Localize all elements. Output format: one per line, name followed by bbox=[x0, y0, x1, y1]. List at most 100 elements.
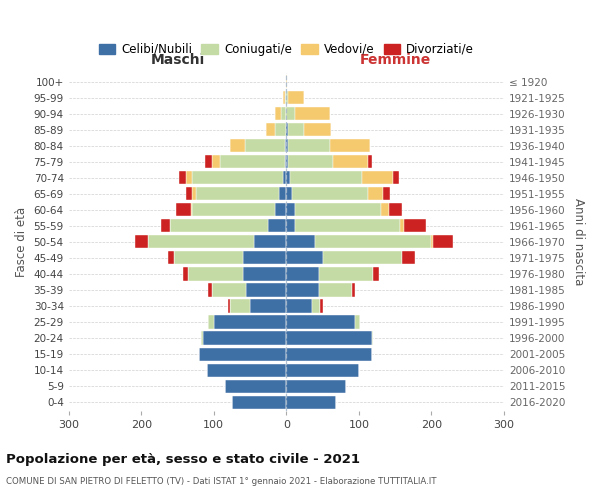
Bar bbox=[286, 107, 295, 120]
Bar bbox=[286, 171, 290, 184]
Text: Maschi: Maschi bbox=[151, 53, 205, 67]
Bar bbox=[250, 300, 286, 312]
Bar bbox=[319, 284, 352, 296]
Bar bbox=[289, 91, 304, 104]
Bar bbox=[286, 380, 346, 392]
Bar bbox=[286, 123, 288, 136]
Bar bbox=[176, 204, 191, 216]
Bar bbox=[319, 268, 373, 280]
Bar bbox=[275, 204, 286, 216]
Bar bbox=[230, 139, 245, 152]
Bar bbox=[208, 316, 214, 328]
Bar bbox=[285, 91, 286, 104]
Bar bbox=[352, 284, 355, 296]
Bar bbox=[286, 139, 288, 152]
Bar bbox=[243, 268, 286, 280]
Bar bbox=[286, 187, 292, 200]
Bar bbox=[292, 187, 368, 200]
Legend: Celibi/Nubili, Coniugati/e, Vedovi/e, Divorziati/e: Celibi/Nubili, Coniugati/e, Vedovi/e, Di… bbox=[94, 38, 479, 60]
Bar bbox=[286, 204, 295, 216]
Bar bbox=[330, 139, 370, 152]
Bar bbox=[286, 155, 289, 168]
Bar bbox=[320, 300, 323, 312]
Bar bbox=[368, 155, 372, 168]
Bar bbox=[174, 252, 243, 264]
Bar bbox=[170, 220, 268, 232]
Bar bbox=[224, 380, 286, 392]
Bar bbox=[245, 139, 285, 152]
Bar bbox=[281, 107, 286, 120]
Bar bbox=[205, 155, 212, 168]
Bar bbox=[199, 348, 286, 360]
Bar bbox=[188, 268, 243, 280]
Bar bbox=[373, 268, 379, 280]
Text: Popolazione per età, sesso e stato civile - 2021: Popolazione per età, sesso e stato civil… bbox=[6, 452, 360, 466]
Bar bbox=[393, 171, 399, 184]
Bar bbox=[334, 155, 368, 168]
Bar bbox=[268, 220, 286, 232]
Bar bbox=[311, 300, 320, 312]
Bar bbox=[192, 204, 275, 216]
Bar bbox=[161, 220, 170, 232]
Bar bbox=[186, 171, 192, 184]
Bar bbox=[192, 187, 196, 200]
Bar bbox=[148, 236, 254, 248]
Bar bbox=[232, 396, 286, 408]
Bar bbox=[286, 268, 319, 280]
Bar bbox=[404, 220, 425, 232]
Bar bbox=[208, 284, 212, 296]
Bar bbox=[214, 316, 286, 328]
Bar bbox=[286, 396, 335, 408]
Bar bbox=[201, 332, 203, 344]
Bar bbox=[403, 252, 415, 264]
Bar bbox=[400, 220, 404, 232]
Bar bbox=[368, 187, 383, 200]
Bar bbox=[355, 316, 359, 328]
Bar bbox=[228, 300, 230, 312]
Bar bbox=[230, 300, 250, 312]
Bar bbox=[285, 139, 286, 152]
Bar bbox=[196, 187, 279, 200]
Bar bbox=[212, 284, 247, 296]
Bar bbox=[285, 155, 286, 168]
Bar bbox=[286, 75, 287, 88]
Bar bbox=[191, 204, 192, 216]
Bar bbox=[266, 123, 275, 136]
Text: COMUNE DI SAN PIETRO DI FELETTO (TV) - Dati ISTAT 1° gennaio 2021 - Elaborazione: COMUNE DI SAN PIETRO DI FELETTO (TV) - D… bbox=[6, 477, 437, 486]
Bar bbox=[286, 91, 289, 104]
Bar bbox=[243, 252, 286, 264]
Bar bbox=[286, 316, 355, 328]
Bar bbox=[295, 107, 330, 120]
Bar bbox=[275, 123, 286, 136]
Bar bbox=[179, 171, 186, 184]
Bar bbox=[383, 187, 390, 200]
Bar bbox=[212, 155, 220, 168]
Bar bbox=[323, 252, 403, 264]
Bar bbox=[295, 220, 400, 232]
Bar bbox=[247, 284, 286, 296]
Bar bbox=[380, 204, 389, 216]
Bar bbox=[286, 348, 372, 360]
Y-axis label: Fasce di età: Fasce di età bbox=[15, 207, 28, 277]
Bar bbox=[389, 204, 403, 216]
Bar bbox=[286, 300, 311, 312]
Bar bbox=[192, 171, 283, 184]
Bar bbox=[254, 236, 286, 248]
Bar bbox=[183, 268, 188, 280]
Bar bbox=[290, 171, 362, 184]
Bar bbox=[286, 220, 295, 232]
Bar bbox=[286, 364, 359, 376]
Bar bbox=[275, 107, 281, 120]
Bar bbox=[289, 155, 334, 168]
Bar bbox=[286, 332, 372, 344]
Bar bbox=[362, 171, 393, 184]
Bar bbox=[203, 332, 286, 344]
Bar bbox=[295, 204, 380, 216]
Bar bbox=[431, 236, 433, 248]
Bar bbox=[286, 252, 323, 264]
Bar bbox=[288, 139, 330, 152]
Bar bbox=[206, 364, 286, 376]
Bar bbox=[283, 171, 286, 184]
Bar bbox=[186, 187, 192, 200]
Bar bbox=[220, 155, 285, 168]
